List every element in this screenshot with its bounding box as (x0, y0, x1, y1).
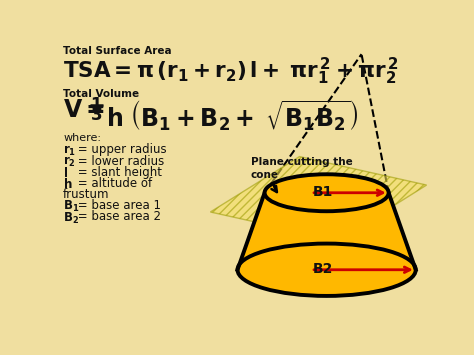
Text: = slant height: = slant height (74, 166, 162, 179)
Text: $\mathbf{B_1}$: $\mathbf{B_1}$ (63, 199, 80, 214)
Text: $\mathbf{TSA = \pi\,(r_1 + r_2)\,l +\;\pi r_1^{\,2} + \pi r_2^{\,2}}$: $\mathbf{TSA = \pi\,(r_1 + r_2)\,l +\;\p… (63, 56, 399, 87)
Text: $\mathbf{B_2}$: $\mathbf{B_2}$ (63, 211, 79, 225)
Text: Total Volume: Total Volume (63, 89, 139, 99)
Text: $\mathbf{1}$: $\mathbf{1}$ (90, 96, 103, 114)
Text: $\mathbf{V =}$: $\mathbf{V =}$ (63, 98, 105, 122)
Text: $\mathbf{h}$: $\mathbf{h}$ (63, 177, 73, 191)
Text: $\mathbf{l}$: $\mathbf{l}$ (63, 166, 68, 180)
Ellipse shape (237, 244, 416, 296)
Text: $\mathbf{h\;\left(B_1 + B_2 +\;\sqrt{B_1 B_2}\right)}$: $\mathbf{h\;\left(B_1 + B_2 +\;\sqrt{B_1… (106, 98, 358, 133)
Text: = base area 2: = base area 2 (74, 211, 161, 223)
Polygon shape (237, 193, 416, 270)
Text: frustum: frustum (63, 188, 109, 201)
Text: B2: B2 (313, 262, 333, 276)
Text: = altitude of: = altitude of (74, 177, 152, 190)
Text: B1: B1 (313, 185, 333, 199)
Text: = upper radius: = upper radius (74, 143, 166, 157)
Text: where:: where: (63, 133, 101, 143)
Text: = base area 1: = base area 1 (74, 199, 161, 212)
Ellipse shape (264, 174, 389, 211)
Polygon shape (210, 157, 427, 240)
Text: $\mathbf{r_2}$: $\mathbf{r_2}$ (63, 155, 76, 169)
Text: $\mathbf{r_1}$: $\mathbf{r_1}$ (63, 143, 76, 158)
Text: $\mathbf{3}$: $\mathbf{3}$ (91, 106, 102, 124)
Text: Total Surface Area: Total Surface Area (63, 47, 172, 56)
Text: Plane cutting the
cone: Plane cutting the cone (251, 157, 353, 180)
Text: = lower radius: = lower radius (74, 155, 164, 168)
